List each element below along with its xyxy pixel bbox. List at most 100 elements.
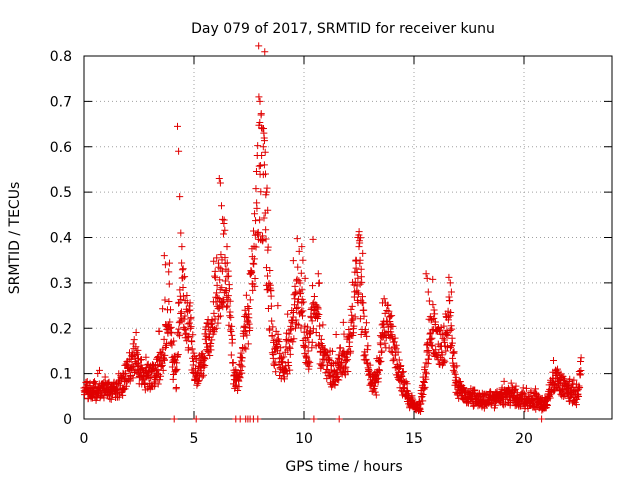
grid-lines <box>84 56 612 419</box>
data-point <box>381 339 389 347</box>
data-point <box>298 286 306 294</box>
y-tick-label: 0.7 <box>50 94 72 110</box>
data-point <box>342 357 350 365</box>
data-point <box>132 343 140 351</box>
data-point <box>430 314 438 322</box>
data-point <box>228 322 236 330</box>
data-point <box>427 329 435 337</box>
data-point <box>377 357 385 365</box>
data-point <box>223 303 231 311</box>
data-point <box>200 354 208 362</box>
y-tick-label: 0.3 <box>50 276 72 292</box>
data-point <box>359 249 367 257</box>
data-point <box>224 292 232 300</box>
data-point <box>180 315 188 323</box>
spike-point <box>355 243 363 251</box>
data-point <box>309 300 317 308</box>
data-point <box>147 373 155 381</box>
spike-point <box>357 265 365 273</box>
data-point <box>374 374 382 382</box>
data-point <box>157 372 165 380</box>
data-point <box>306 358 314 366</box>
data-point <box>358 293 366 301</box>
data-point <box>408 394 416 402</box>
zero-point <box>170 415 178 423</box>
data-point <box>157 362 165 370</box>
data-point <box>442 347 450 355</box>
data-point <box>338 358 346 366</box>
zero-point <box>335 415 343 423</box>
data-point <box>320 345 328 353</box>
data-point <box>358 278 366 286</box>
spike-point <box>299 256 307 264</box>
data-point <box>381 309 389 317</box>
data-point <box>249 259 257 267</box>
data-point <box>215 263 223 271</box>
data-point <box>88 392 96 400</box>
data-point <box>156 376 164 384</box>
data-point <box>279 358 287 366</box>
data-point <box>204 347 212 355</box>
data-point <box>280 375 288 383</box>
data-point <box>255 42 263 50</box>
data-point <box>129 374 137 382</box>
spike-point <box>315 279 323 287</box>
data-point <box>195 377 203 385</box>
data-point <box>242 323 250 331</box>
data-point <box>276 372 284 380</box>
data-point <box>576 371 584 379</box>
y-tick-label: 0.5 <box>50 185 72 201</box>
data-point <box>344 368 352 376</box>
data-point <box>297 269 305 277</box>
data-point <box>166 328 174 336</box>
data-point <box>464 399 472 407</box>
data-point <box>145 374 153 382</box>
data-point <box>166 259 174 267</box>
data-point <box>389 357 397 365</box>
data-point <box>422 368 430 376</box>
data-point <box>188 345 196 353</box>
data-point <box>249 286 257 294</box>
data-point <box>228 331 236 339</box>
zero-point <box>538 415 546 423</box>
data-point <box>216 312 224 320</box>
data-point <box>154 380 162 388</box>
data-point <box>215 294 223 302</box>
data-point <box>176 332 184 340</box>
data-point <box>381 331 389 339</box>
data-point <box>363 332 371 340</box>
data-point <box>292 316 300 324</box>
data-point <box>238 369 246 377</box>
data-point <box>142 353 150 361</box>
spike-point <box>216 179 224 187</box>
data-point <box>425 351 433 359</box>
data-point <box>362 319 370 327</box>
data-point <box>313 302 321 310</box>
data-point <box>211 267 219 275</box>
data-point <box>294 303 302 311</box>
data-point <box>451 370 459 378</box>
data-point <box>295 247 303 255</box>
data-point <box>344 356 352 364</box>
data-point <box>181 312 189 320</box>
data-point <box>266 326 274 334</box>
data-point <box>286 366 294 374</box>
spike-point <box>215 175 223 183</box>
data-point <box>314 305 322 313</box>
data-point <box>577 357 585 365</box>
data-point <box>389 322 397 330</box>
data-point <box>445 313 453 321</box>
data-point <box>398 368 406 376</box>
data-point <box>177 314 185 322</box>
data-point <box>303 333 311 341</box>
data-point <box>371 382 379 390</box>
data-point <box>375 366 383 374</box>
data-point <box>186 306 194 314</box>
data-point <box>159 305 167 313</box>
data-point <box>422 370 430 378</box>
data-point <box>178 266 186 274</box>
data-point <box>206 351 214 359</box>
spike-point <box>356 256 364 264</box>
data-point <box>441 358 449 366</box>
data-point <box>170 337 178 345</box>
